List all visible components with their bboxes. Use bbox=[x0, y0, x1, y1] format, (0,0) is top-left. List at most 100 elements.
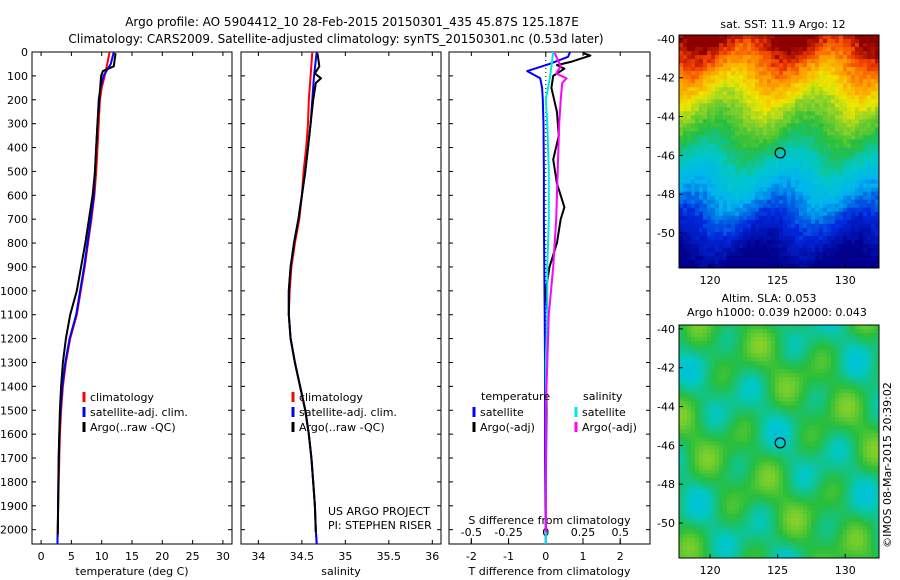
map-cell bbox=[755, 409, 760, 414]
map-cell bbox=[731, 159, 736, 164]
map-cell bbox=[811, 91, 816, 96]
map-cell bbox=[835, 39, 840, 44]
map-cell bbox=[787, 325, 792, 330]
map-cell bbox=[875, 115, 880, 120]
map-cell bbox=[703, 111, 708, 116]
map-cell bbox=[735, 341, 740, 346]
map-cell bbox=[719, 39, 724, 44]
map-cell bbox=[727, 421, 732, 426]
map-cell bbox=[867, 357, 872, 362]
map-cell bbox=[819, 123, 824, 128]
map-cell bbox=[727, 123, 732, 128]
map-cell bbox=[751, 219, 756, 225]
map-cell bbox=[687, 87, 692, 92]
map-cell bbox=[799, 457, 804, 462]
map-cell bbox=[863, 235, 868, 241]
map-cell bbox=[875, 131, 880, 136]
map-cell bbox=[799, 47, 804, 52]
map-cell bbox=[723, 75, 728, 80]
map-cell bbox=[839, 421, 844, 426]
map-cell bbox=[859, 131, 864, 136]
map-cell bbox=[815, 417, 820, 422]
map-cell bbox=[715, 433, 720, 438]
map-cell bbox=[839, 223, 844, 229]
map-cell bbox=[727, 377, 732, 382]
map-lat-label: -44 bbox=[657, 111, 675, 124]
map-cell bbox=[767, 159, 772, 164]
map-cell bbox=[807, 59, 812, 64]
map-cell bbox=[759, 239, 764, 245]
map-cell bbox=[799, 43, 804, 48]
map-cell bbox=[715, 119, 720, 124]
map-cell bbox=[767, 107, 772, 112]
map-cell bbox=[867, 159, 872, 164]
map-cell bbox=[863, 223, 868, 229]
map-cell bbox=[859, 389, 864, 394]
map-cell bbox=[759, 51, 764, 56]
map-cell bbox=[763, 449, 768, 454]
map-cell bbox=[855, 215, 860, 221]
map-cell bbox=[835, 83, 840, 88]
map-cell bbox=[703, 187, 708, 193]
map-cell bbox=[859, 259, 864, 265]
map-cell bbox=[835, 231, 840, 237]
map-cell bbox=[871, 203, 876, 209]
map-cell bbox=[743, 87, 748, 92]
map-cell bbox=[799, 389, 804, 394]
map-cell bbox=[683, 203, 688, 209]
map-cell bbox=[795, 215, 800, 221]
map-cell bbox=[767, 95, 772, 100]
map-cell bbox=[807, 357, 812, 362]
map-cell bbox=[763, 107, 768, 112]
map-cell bbox=[783, 465, 788, 471]
map-cell bbox=[835, 341, 840, 346]
map-cell bbox=[703, 47, 708, 52]
map-cell bbox=[687, 95, 692, 100]
map-cell bbox=[839, 127, 844, 132]
map-lat-label: -46 bbox=[657, 149, 675, 162]
map-cell bbox=[679, 195, 684, 201]
map-cell bbox=[767, 207, 772, 213]
map-cell bbox=[779, 159, 784, 164]
map-cell bbox=[727, 445, 732, 450]
map-cell bbox=[799, 87, 804, 92]
map-cell bbox=[763, 51, 768, 56]
map-cell bbox=[859, 381, 864, 386]
map-cell bbox=[867, 91, 872, 96]
map-cell bbox=[699, 75, 704, 80]
map-cell bbox=[843, 151, 848, 156]
map-cell bbox=[695, 469, 700, 475]
map-cell bbox=[703, 147, 708, 152]
map-cell bbox=[847, 103, 852, 108]
map-cell bbox=[783, 103, 788, 108]
map-cell bbox=[823, 373, 828, 378]
map-cell bbox=[763, 139, 768, 144]
map-cell bbox=[855, 123, 860, 128]
map-cell bbox=[731, 67, 736, 72]
map-cell bbox=[735, 79, 740, 84]
map-cell bbox=[723, 401, 728, 406]
map-cell bbox=[735, 357, 740, 362]
map-cell bbox=[723, 405, 728, 410]
map-cell bbox=[839, 199, 844, 205]
map-cell bbox=[795, 91, 800, 96]
map-cell bbox=[715, 231, 720, 237]
map-cell bbox=[735, 405, 740, 410]
map-cell bbox=[759, 103, 764, 108]
map-cell bbox=[711, 329, 716, 334]
map-cell bbox=[755, 175, 760, 181]
map-cell bbox=[875, 103, 880, 108]
map-cell bbox=[743, 449, 748, 454]
map-cell bbox=[815, 51, 820, 56]
map-cell bbox=[871, 453, 876, 458]
map-cell bbox=[707, 47, 712, 52]
map-cell bbox=[799, 433, 804, 438]
map-cell bbox=[851, 329, 856, 334]
map-cell bbox=[823, 263, 828, 269]
map-cell bbox=[695, 191, 700, 197]
map-cell bbox=[795, 171, 800, 177]
map-cell bbox=[855, 35, 860, 40]
map-cell bbox=[767, 163, 772, 168]
map-cell bbox=[731, 195, 736, 201]
map-cell bbox=[731, 417, 736, 422]
